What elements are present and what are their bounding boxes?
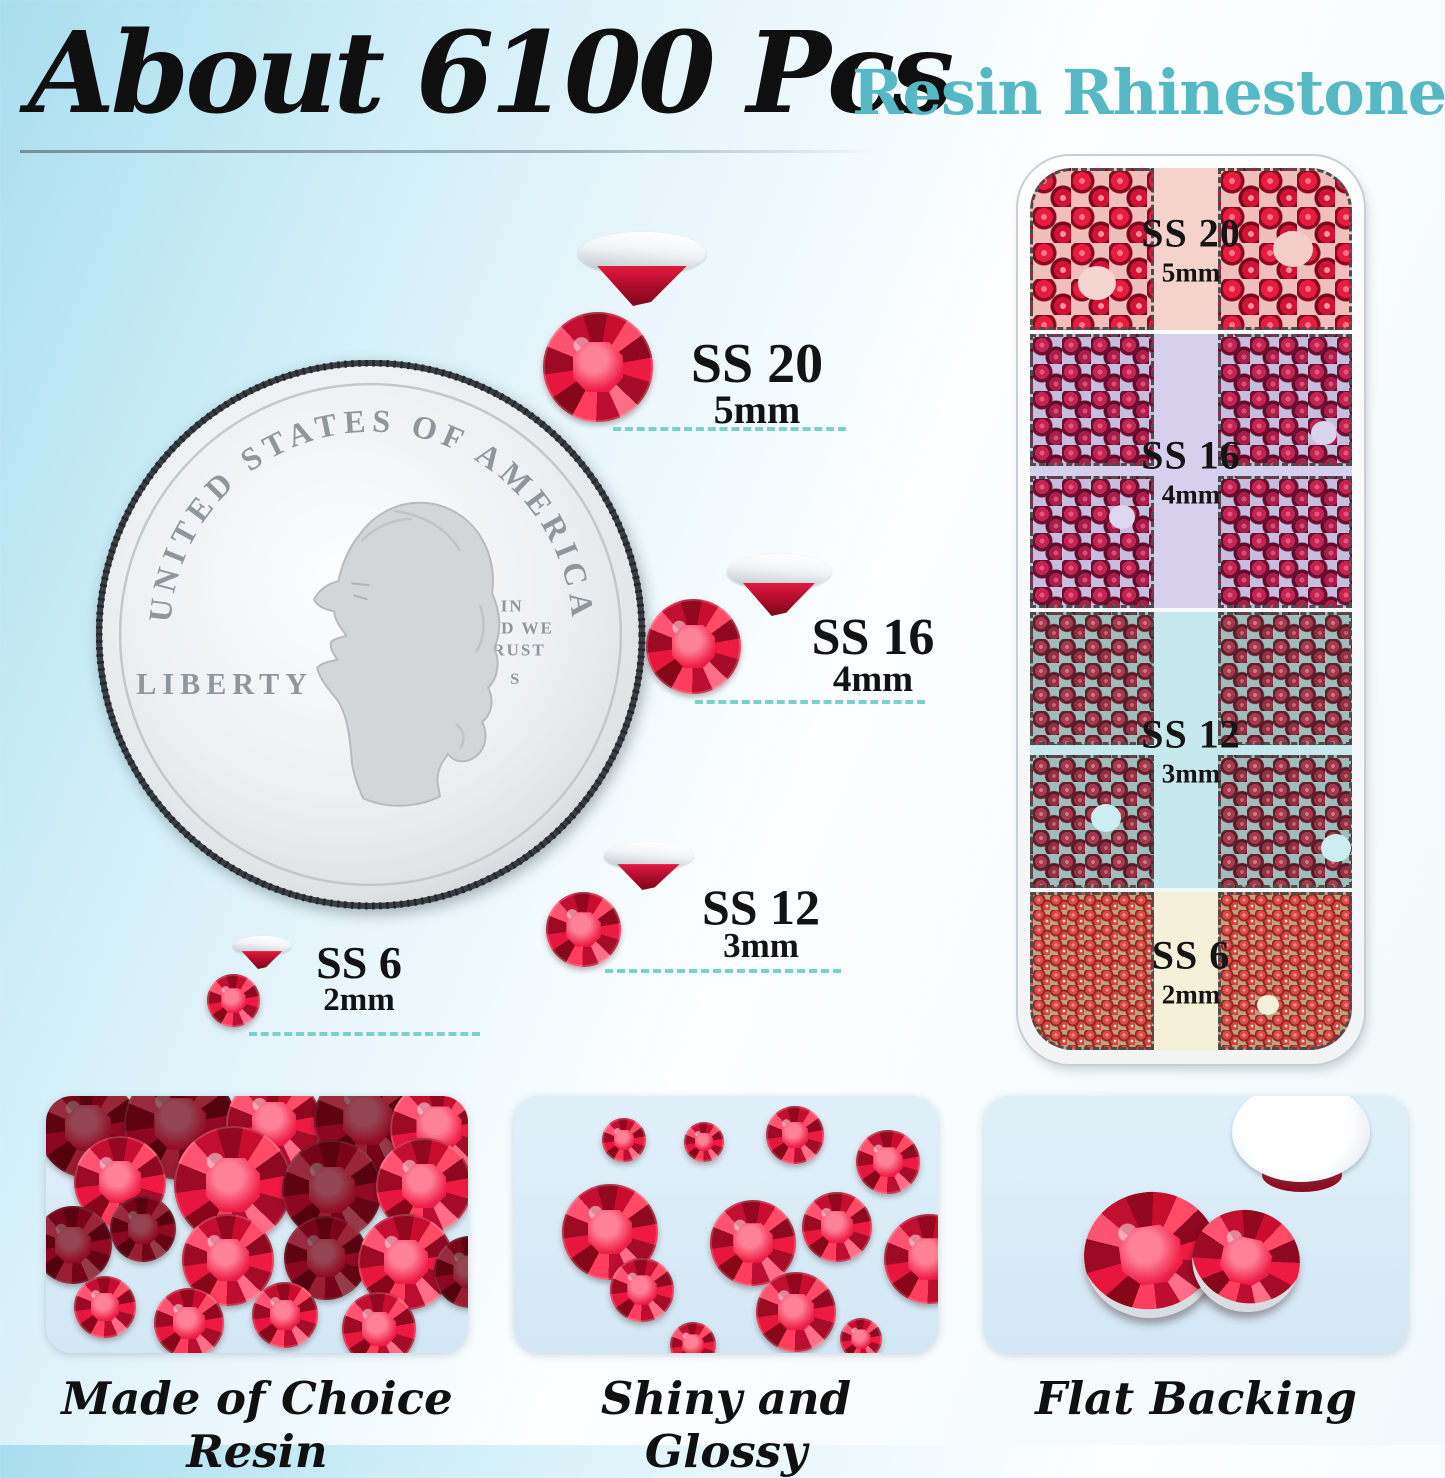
rhinestone-gem xyxy=(610,1258,674,1322)
ss16-dashed-line xyxy=(695,700,925,704)
ss6-size-label: SS 6 xyxy=(316,937,402,988)
empty-spot xyxy=(1257,995,1279,1015)
rhinestone-gem xyxy=(670,1322,716,1353)
rhinestone-storage-box: SS 20 5mm SS 16 4mm SS 12 3mm xyxy=(1018,156,1364,1064)
box-mm-label: 3mm xyxy=(1161,758,1221,789)
box-section-ss16: SS 16 4mm xyxy=(1030,334,1352,608)
flat-back-disc xyxy=(1232,1096,1370,1182)
ss12-side-view-stone xyxy=(604,842,693,890)
ss6-mm-label: 2mm xyxy=(323,982,395,1018)
compartment-ss16-right-top xyxy=(1218,334,1352,466)
rhinestone-gem xyxy=(884,1214,938,1304)
rhinestone-gem xyxy=(110,1196,176,1262)
quarter-coin-image: UNITED STATES OF AMERICA QUARTER DOLLAR … xyxy=(96,360,646,910)
caption-flat-backing: Flat Backing xyxy=(1035,1372,1357,1425)
compartment-ss12-right-top xyxy=(1218,612,1352,745)
compartment-ss20-left xyxy=(1030,168,1154,330)
ss16-mm-label: 4mm xyxy=(832,659,914,700)
rhinestone-gem xyxy=(856,1130,920,1194)
compartment-ss16-right-bottom xyxy=(1218,476,1352,608)
rhinestone-gem xyxy=(802,1192,872,1262)
box-label-ss6: SS 6 2mm xyxy=(1152,932,1231,1011)
coin-motto-line1: IN xyxy=(501,596,524,615)
ss20-size-label: SS 20 xyxy=(690,333,824,395)
ss12-mm-label: 3mm xyxy=(723,926,799,965)
ss6-dashed-line xyxy=(249,1032,480,1036)
ss20-side-view-stone xyxy=(578,232,706,306)
ss20-face-view-stone xyxy=(543,312,653,422)
box-mm-label: 5mm xyxy=(1161,257,1221,288)
ss12-size-label: SS 12 xyxy=(701,879,821,935)
feature-photo-shiny xyxy=(514,1096,938,1353)
page-title: About 6100 Pcs xyxy=(28,8,954,139)
title-underline xyxy=(20,150,878,153)
rhinestone-gem xyxy=(766,1106,824,1164)
ss12-face-view-stone xyxy=(546,892,621,967)
rhinestone-gem xyxy=(602,1118,646,1162)
ss16-face-view-stone xyxy=(646,599,741,694)
rhinestone-gem xyxy=(252,1282,318,1348)
rhinestone-gem xyxy=(46,1206,112,1284)
caption-made-of-resin: Made of Choice Resin xyxy=(61,1372,453,1478)
rhinestone-gem xyxy=(74,1276,136,1338)
box-size-label: SS 16 xyxy=(1141,432,1241,478)
box-section-ss6: SS 6 2mm xyxy=(1030,892,1352,1050)
compartment-ss20-right xyxy=(1218,168,1352,330)
page-subtitle: Resin Rhinestones xyxy=(852,56,1445,129)
coin-mint-mark: S xyxy=(510,671,519,688)
feature-photo-resin xyxy=(46,1096,468,1353)
compartment-ss6-left xyxy=(1030,892,1154,1050)
box-size-label: SS 20 xyxy=(1141,210,1241,256)
feature-photo-flatback xyxy=(984,1096,1408,1353)
box-size-label: SS 12 xyxy=(1141,711,1241,757)
washington-bust xyxy=(313,501,501,807)
ss16-size-label: SS 16 xyxy=(811,609,935,666)
coin-reeded-edge xyxy=(96,360,646,910)
box-mm-label: 4mm xyxy=(1161,479,1221,510)
ss20-mm-label: 5mm xyxy=(713,387,801,432)
compartment-ss16-left-bottom xyxy=(1030,476,1154,608)
box-size-label: SS 6 xyxy=(1151,932,1231,978)
empty-spot xyxy=(1321,834,1351,862)
ss6-side-view-stone xyxy=(233,936,291,969)
empty-spot xyxy=(1091,804,1121,832)
compartment-ss12-right-bottom xyxy=(1218,755,1352,888)
rhinestone-gem xyxy=(684,1122,724,1162)
rhinestone-gem xyxy=(342,1292,416,1353)
compartment-ss12-left-bottom xyxy=(1030,755,1154,888)
box-section-ss12: SS 12 3mm xyxy=(1030,612,1352,888)
compartment-ss16-left-top xyxy=(1030,334,1154,466)
box-section-ss20: SS 20 5mm xyxy=(1030,168,1352,330)
rhinestone-gem xyxy=(154,1288,224,1353)
ss12-dashed-line xyxy=(605,969,841,973)
caption-shiny-glossy: Shiny and Glossy xyxy=(600,1372,852,1478)
empty-spot xyxy=(1109,505,1135,529)
rhinestone-gem xyxy=(710,1200,796,1286)
ss16-side-view-stone xyxy=(727,554,831,616)
empty-spot xyxy=(1311,421,1337,445)
compartment-ss6-right xyxy=(1218,892,1352,1050)
box-mm-label: 2mm xyxy=(1161,979,1221,1010)
ss6-face-view-stone xyxy=(207,974,260,1027)
ss20-dashed-line xyxy=(613,427,846,431)
empty-spot xyxy=(1078,266,1116,300)
rhinestone-gem xyxy=(756,1272,836,1352)
coin-liberty-text: LIBERTY xyxy=(136,667,313,701)
box-label-ss20: SS 20 5mm xyxy=(1141,210,1241,289)
empty-spot xyxy=(1273,231,1313,267)
box-label-ss16: SS 16 4mm xyxy=(1141,432,1241,511)
compartment-ss12-left-top xyxy=(1030,612,1154,745)
box-label-ss12: SS 12 3mm xyxy=(1141,711,1241,790)
rhinestone-gem xyxy=(840,1318,882,1353)
